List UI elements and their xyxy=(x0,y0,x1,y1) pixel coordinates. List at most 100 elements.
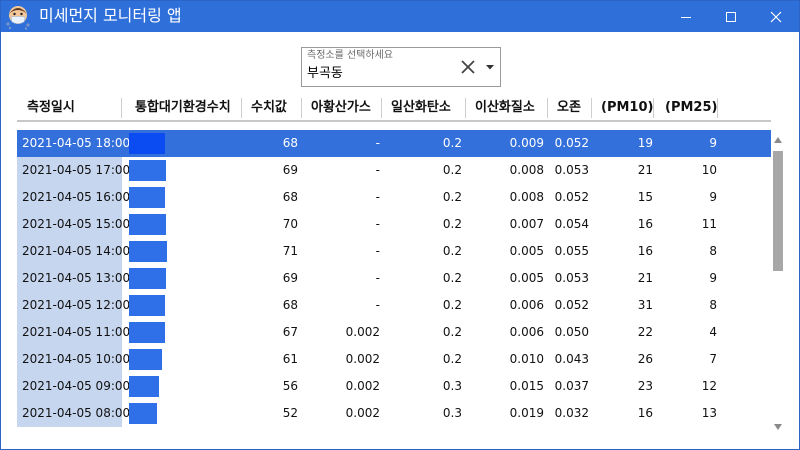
close-button[interactable] xyxy=(753,1,799,32)
cell-o3: 0.052 xyxy=(554,298,589,312)
cell-so2: 0.002 xyxy=(345,406,380,420)
clear-icon[interactable] xyxy=(459,58,477,76)
column-divider[interactable] xyxy=(381,98,382,118)
scroll-up-button[interactable] xyxy=(771,132,785,148)
cell-co: 0.3 xyxy=(442,379,462,393)
dropdown-arrow-icon[interactable] xyxy=(485,62,495,72)
scrollbar-thumb[interactable] xyxy=(773,151,783,271)
cell-no2: 0.008 xyxy=(509,163,544,177)
cell-date: 2021-04-05 18:00 xyxy=(17,130,130,157)
table-row[interactable]: 2021-04-05 12:00 68 - 0.2 0.006 0.052 31 8 xyxy=(17,292,771,319)
air-index-bar xyxy=(129,403,157,424)
cell-o3: 0.052 xyxy=(554,190,589,204)
cell-o3: 0.032 xyxy=(554,406,589,420)
scroll-down-icon xyxy=(774,424,782,430)
cell-pm25: 11 xyxy=(701,217,717,231)
station-picker[interactable]: 측정소를 선택하세요 부곡동 xyxy=(301,47,501,87)
cell-value: 52 xyxy=(282,406,298,420)
table-row[interactable]: 2021-04-05 08:00 52 0.002 0.3 0.019 0.032 16 13 xyxy=(17,400,771,427)
table-row[interactable]: 2021-04-05 14:00 71 - 0.2 0.005 0.055 16 8 xyxy=(17,238,771,265)
maximize-button[interactable] xyxy=(708,1,754,32)
cell-o3: 0.050 xyxy=(554,325,589,339)
cell-o3: 0.052 xyxy=(554,136,589,150)
cell-so2: 0.002 xyxy=(345,352,380,366)
air-index-bar xyxy=(129,214,166,235)
cell-co: 0.2 xyxy=(442,352,462,366)
cell-date: 2021-04-05 08:00 xyxy=(17,400,130,427)
measurement-grid[interactable]: 2021-04-05 18:00 68 - 0.2 0.009 0.052 19 9 2021-… xyxy=(17,130,771,435)
cell-co: 0.2 xyxy=(442,136,462,150)
minimize-icon xyxy=(681,16,691,18)
cell-pm10: 21 xyxy=(637,163,653,177)
column-header-co[interactable]: 일산화탄소 xyxy=(391,100,451,115)
cell-no2: 0.009 xyxy=(509,136,544,150)
cell-pm10: 16 xyxy=(637,217,653,231)
cell-o3: 0.053 xyxy=(554,271,589,285)
air-index-bar xyxy=(129,376,159,397)
title-bar[interactable]: 미세먼지 모니터링 앱 xyxy=(1,1,799,32)
column-divider[interactable] xyxy=(547,98,548,118)
cell-date: 2021-04-05 15:00 xyxy=(17,211,130,238)
cell-co: 0.2 xyxy=(442,298,462,312)
column-header-value[interactable]: 수치값 xyxy=(251,100,287,115)
column-header-date[interactable]: 측정일시 xyxy=(27,100,75,115)
cell-value: 69 xyxy=(282,163,298,177)
column-header-pm25[interactable]: (PM25) xyxy=(665,100,718,115)
cell-o3: 0.055 xyxy=(554,244,589,258)
column-divider[interactable] xyxy=(717,98,718,118)
column-header-o3[interactable]: 오존 xyxy=(557,100,581,115)
cell-value: 71 xyxy=(282,244,298,258)
close-icon xyxy=(770,11,782,22)
cell-pm25: 12 xyxy=(701,379,717,393)
cell-pm25: 8 xyxy=(709,298,717,312)
cell-no2: 0.019 xyxy=(509,406,544,420)
cell-pm10: 16 xyxy=(637,406,653,420)
cell-pm25: 9 xyxy=(709,271,717,285)
cell-so2: 0.002 xyxy=(345,325,380,339)
column-header-air-index[interactable]: 통합대기환경수치 xyxy=(135,100,231,115)
cell-pm10: 19 xyxy=(637,136,653,150)
scroll-down-button[interactable] xyxy=(771,419,785,435)
cell-so2: - xyxy=(375,163,380,177)
air-index-bar xyxy=(129,295,165,316)
cell-so2: - xyxy=(375,244,380,258)
cell-pm10: 16 xyxy=(637,244,653,258)
column-divider[interactable] xyxy=(591,98,592,118)
cell-value: 70 xyxy=(282,217,298,231)
cell-date: 2021-04-05 11:00 xyxy=(17,319,130,346)
column-divider[interactable] xyxy=(301,98,302,118)
cell-so2: - xyxy=(375,136,380,150)
column-divider[interactable] xyxy=(465,98,466,118)
column-divider[interactable] xyxy=(121,98,122,118)
table-row[interactable]: 2021-04-05 13:00 69 - 0.2 0.005 0.053 21 9 xyxy=(17,265,771,292)
column-header-no2[interactable]: 이산화질소 xyxy=(475,100,535,115)
column-header-so2[interactable]: 아황산가스 xyxy=(311,100,371,115)
table-row[interactable]: 2021-04-05 11:00 67 0.002 0.2 0.006 0.050 22 4 xyxy=(17,319,771,346)
cell-date: 2021-04-05 13:00 xyxy=(17,265,130,292)
minimize-button[interactable] xyxy=(663,1,709,32)
table-row[interactable]: 2021-04-05 15:00 70 - 0.2 0.007 0.054 16 11 xyxy=(17,211,771,238)
column-header-pm10[interactable]: (PM10) xyxy=(601,100,654,115)
table-row[interactable]: 2021-04-05 17:00 69 - 0.2 0.008 0.053 21 10 xyxy=(17,157,771,184)
air-index-bar xyxy=(129,322,165,343)
cell-value: 68 xyxy=(282,298,298,312)
table-row[interactable]: 2021-04-05 18:00 68 - 0.2 0.009 0.052 19 9 xyxy=(17,130,771,157)
cell-value: 69 xyxy=(282,271,298,285)
cell-no2: 0.006 xyxy=(509,325,544,339)
station-picker-value: 부곡동 xyxy=(307,66,343,81)
table-row[interactable]: 2021-04-05 09:00 56 0.002 0.3 0.015 0.037 23 12 xyxy=(17,373,771,400)
air-index-bar xyxy=(129,133,165,154)
column-divider[interactable] xyxy=(241,98,242,118)
table-row[interactable]: 2021-04-05 16:00 68 - 0.2 0.008 0.052 15 9 xyxy=(17,184,771,211)
cell-date: 2021-04-05 16:00 xyxy=(17,184,130,211)
cell-pm25: 13 xyxy=(701,406,717,420)
cell-o3: 0.043 xyxy=(554,352,589,366)
cell-so2: - xyxy=(375,190,380,204)
station-picker-label: 측정소를 선택하세요 xyxy=(307,50,393,61)
table-row[interactable]: 2021-04-05 10:00 61 0.002 0.2 0.010 0.043 26 7 xyxy=(17,346,771,373)
column-divider[interactable] xyxy=(653,98,654,118)
air-index-bar xyxy=(129,160,166,181)
cell-date: 2021-04-05 14:00 xyxy=(17,238,130,265)
cell-pm25: 4 xyxy=(709,325,717,339)
